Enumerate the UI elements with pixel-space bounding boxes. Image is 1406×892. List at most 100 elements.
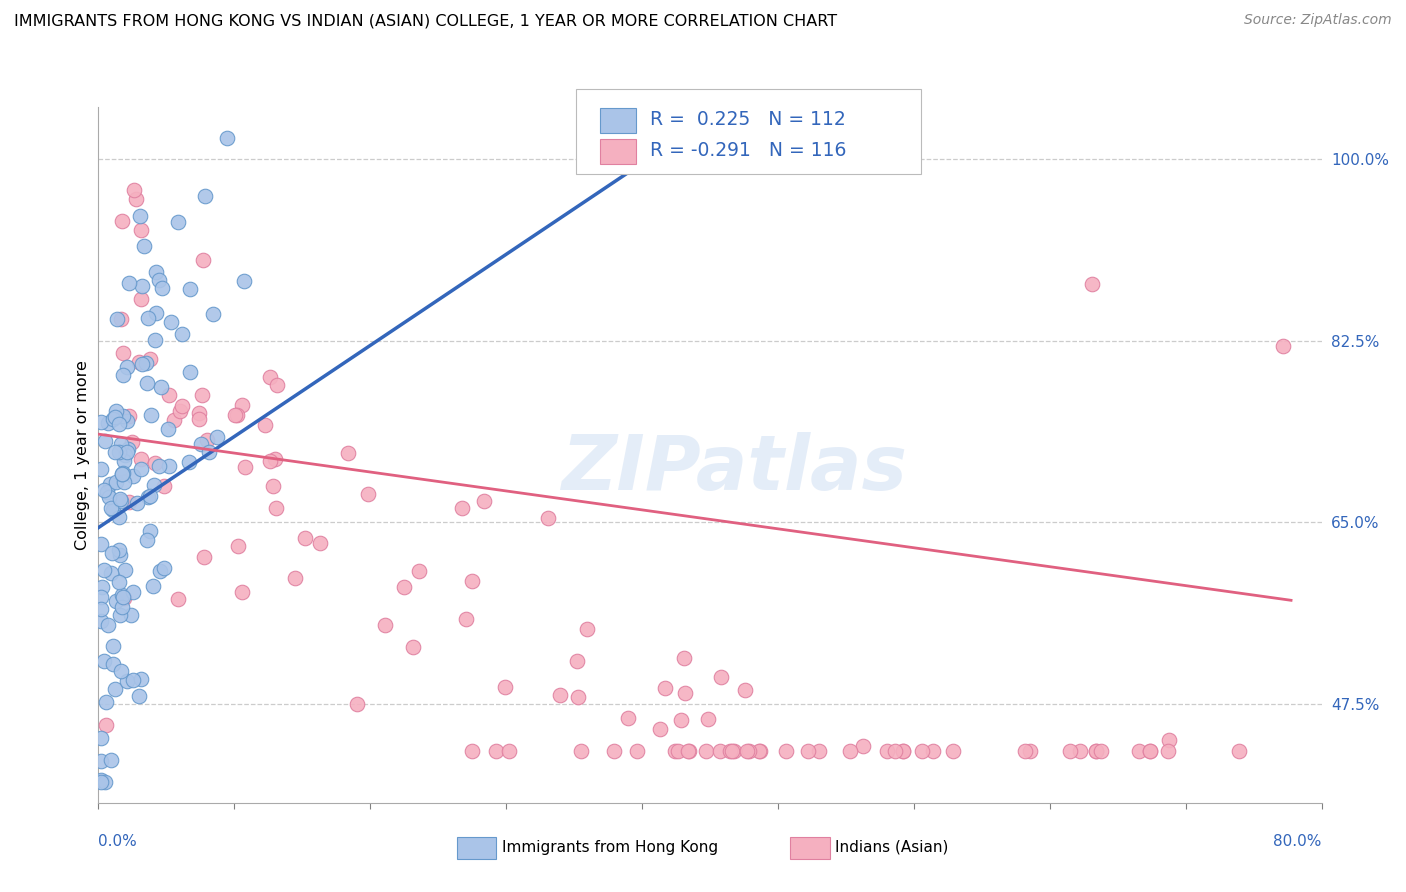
Point	[374, 618, 396, 632]
Point	[105, 475, 128, 489]
Point	[169, 404, 191, 418]
Point	[93, 563, 115, 577]
Point	[1090, 744, 1112, 758]
Text: R =  0.225   N = 112: R = 0.225 N = 112	[650, 110, 845, 129]
Point	[603, 744, 626, 758]
Point	[207, 430, 229, 444]
Point	[128, 690, 150, 704]
Point	[225, 408, 247, 422]
Point	[112, 454, 135, 468]
Point	[100, 566, 122, 581]
Point	[104, 681, 127, 696]
Point	[170, 326, 193, 341]
Point	[125, 192, 148, 206]
Point	[193, 549, 215, 564]
Point	[101, 412, 124, 426]
Point	[90, 590, 112, 604]
Point	[110, 494, 132, 508]
Point	[720, 744, 742, 758]
Point	[148, 459, 170, 474]
Point	[111, 467, 134, 482]
Point	[90, 731, 112, 746]
Point	[111, 368, 134, 383]
Text: Indians (Asian): Indians (Asian)	[835, 840, 949, 855]
Point	[90, 602, 112, 616]
Point	[136, 376, 159, 391]
Point	[309, 536, 332, 550]
Point	[115, 414, 138, 428]
Point	[129, 292, 152, 306]
Point	[461, 744, 484, 758]
Point	[565, 654, 588, 668]
Point	[1084, 744, 1107, 758]
Point	[676, 744, 699, 758]
Point	[876, 744, 898, 758]
Point	[852, 739, 875, 753]
Point	[737, 744, 759, 758]
Point	[115, 673, 138, 688]
Point	[105, 312, 128, 326]
Point	[108, 510, 131, 524]
Point	[129, 222, 152, 236]
Point	[143, 456, 166, 470]
Point	[567, 690, 589, 704]
Point	[1139, 744, 1161, 758]
Point	[494, 681, 516, 695]
Point	[131, 278, 153, 293]
Point	[107, 575, 129, 590]
Point	[266, 377, 288, 392]
Point	[93, 653, 115, 667]
Point	[548, 688, 571, 702]
Point	[131, 452, 153, 467]
Point	[93, 483, 115, 497]
Point	[136, 490, 159, 504]
Point	[101, 503, 124, 517]
Point	[120, 607, 142, 622]
Point	[194, 189, 217, 203]
Point	[666, 744, 689, 758]
Point	[191, 388, 214, 402]
Point	[104, 445, 127, 459]
Point	[617, 711, 640, 725]
Point	[111, 467, 134, 481]
Point	[139, 352, 162, 367]
Point	[891, 744, 914, 758]
Y-axis label: College, 1 year or more: College, 1 year or more	[75, 360, 90, 549]
Point	[149, 564, 172, 578]
Point	[202, 307, 225, 321]
Point	[1081, 277, 1104, 291]
Point	[179, 365, 201, 379]
Point	[153, 479, 176, 493]
Point	[110, 437, 132, 451]
Point	[122, 183, 145, 197]
Point	[111, 346, 134, 360]
Point	[1157, 733, 1180, 747]
Point	[346, 698, 368, 712]
Point	[105, 404, 128, 418]
Text: Immigrants from Hong Kong: Immigrants from Hong Kong	[502, 840, 718, 855]
Text: R = -0.291   N = 116: R = -0.291 N = 116	[650, 141, 846, 161]
Point	[157, 388, 180, 402]
Point	[142, 579, 165, 593]
Point	[735, 744, 758, 758]
Text: Source: ZipAtlas.com: Source: ZipAtlas.com	[1244, 13, 1392, 28]
Point	[710, 671, 733, 685]
Point	[167, 215, 190, 229]
Text: 80.0%: 80.0%	[1274, 834, 1322, 849]
Point	[135, 356, 157, 370]
Point	[231, 585, 253, 599]
Point	[143, 477, 166, 491]
Point	[145, 333, 167, 347]
Point	[233, 459, 256, 474]
Point	[114, 563, 136, 577]
Point	[536, 511, 558, 525]
Point	[695, 744, 717, 758]
Point	[129, 461, 152, 475]
Point	[167, 592, 190, 607]
Point	[748, 744, 770, 758]
Point	[262, 479, 284, 493]
Point	[121, 434, 143, 449]
Point	[922, 744, 945, 758]
Point	[90, 775, 112, 789]
Point	[136, 310, 159, 325]
